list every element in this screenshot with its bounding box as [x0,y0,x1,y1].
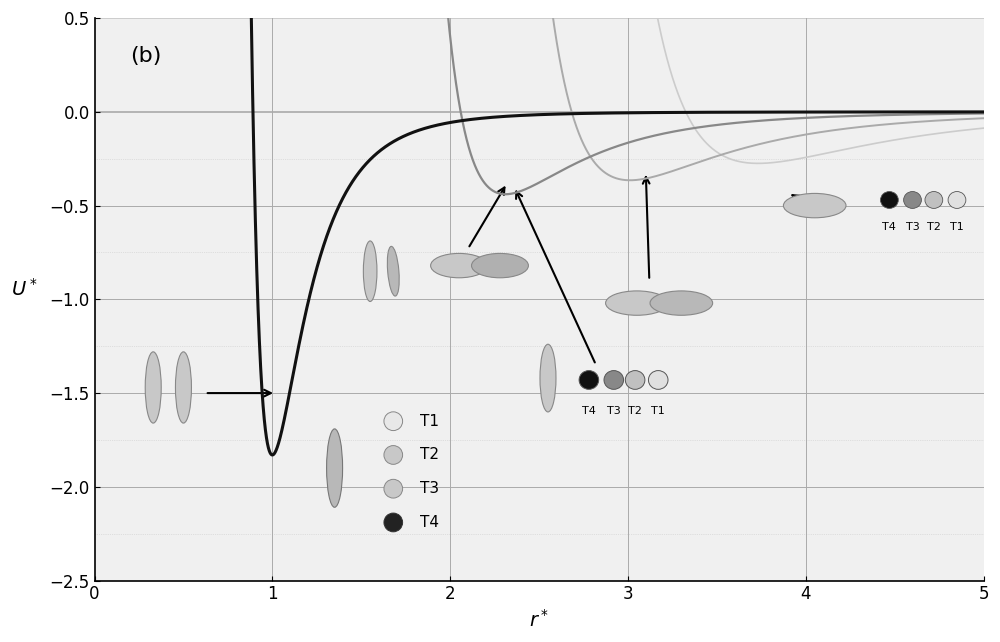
Ellipse shape [783,193,846,218]
Ellipse shape [431,254,488,278]
Text: T1: T1 [950,223,964,232]
Text: T1: T1 [420,413,439,429]
Ellipse shape [175,352,191,423]
Text: T3: T3 [906,223,919,232]
Ellipse shape [925,191,943,209]
Ellipse shape [327,429,343,507]
Ellipse shape [948,191,966,209]
Ellipse shape [904,191,921,209]
Text: T4: T4 [420,515,439,530]
Text: T3: T3 [607,406,621,416]
Ellipse shape [625,370,645,389]
Ellipse shape [540,344,556,412]
Ellipse shape [384,446,403,464]
Ellipse shape [387,247,399,296]
Ellipse shape [881,191,898,209]
Text: T2: T2 [927,223,941,232]
Ellipse shape [579,370,599,389]
Y-axis label: $U^*$: $U^*$ [11,277,38,299]
Ellipse shape [363,241,377,302]
Text: T4: T4 [882,223,896,232]
Text: T2: T2 [628,406,642,416]
Ellipse shape [384,480,403,498]
Ellipse shape [145,352,161,423]
Ellipse shape [604,370,624,389]
Ellipse shape [384,513,403,532]
Ellipse shape [606,291,668,315]
X-axis label: $r^*$: $r^*$ [529,609,549,631]
Ellipse shape [384,412,403,431]
Text: T3: T3 [420,482,439,496]
Ellipse shape [472,254,528,278]
Ellipse shape [650,291,713,315]
Text: (b): (b) [130,46,161,66]
Ellipse shape [648,370,668,389]
Text: T2: T2 [420,447,439,462]
Text: T1: T1 [651,406,665,416]
Text: T4: T4 [582,406,596,416]
